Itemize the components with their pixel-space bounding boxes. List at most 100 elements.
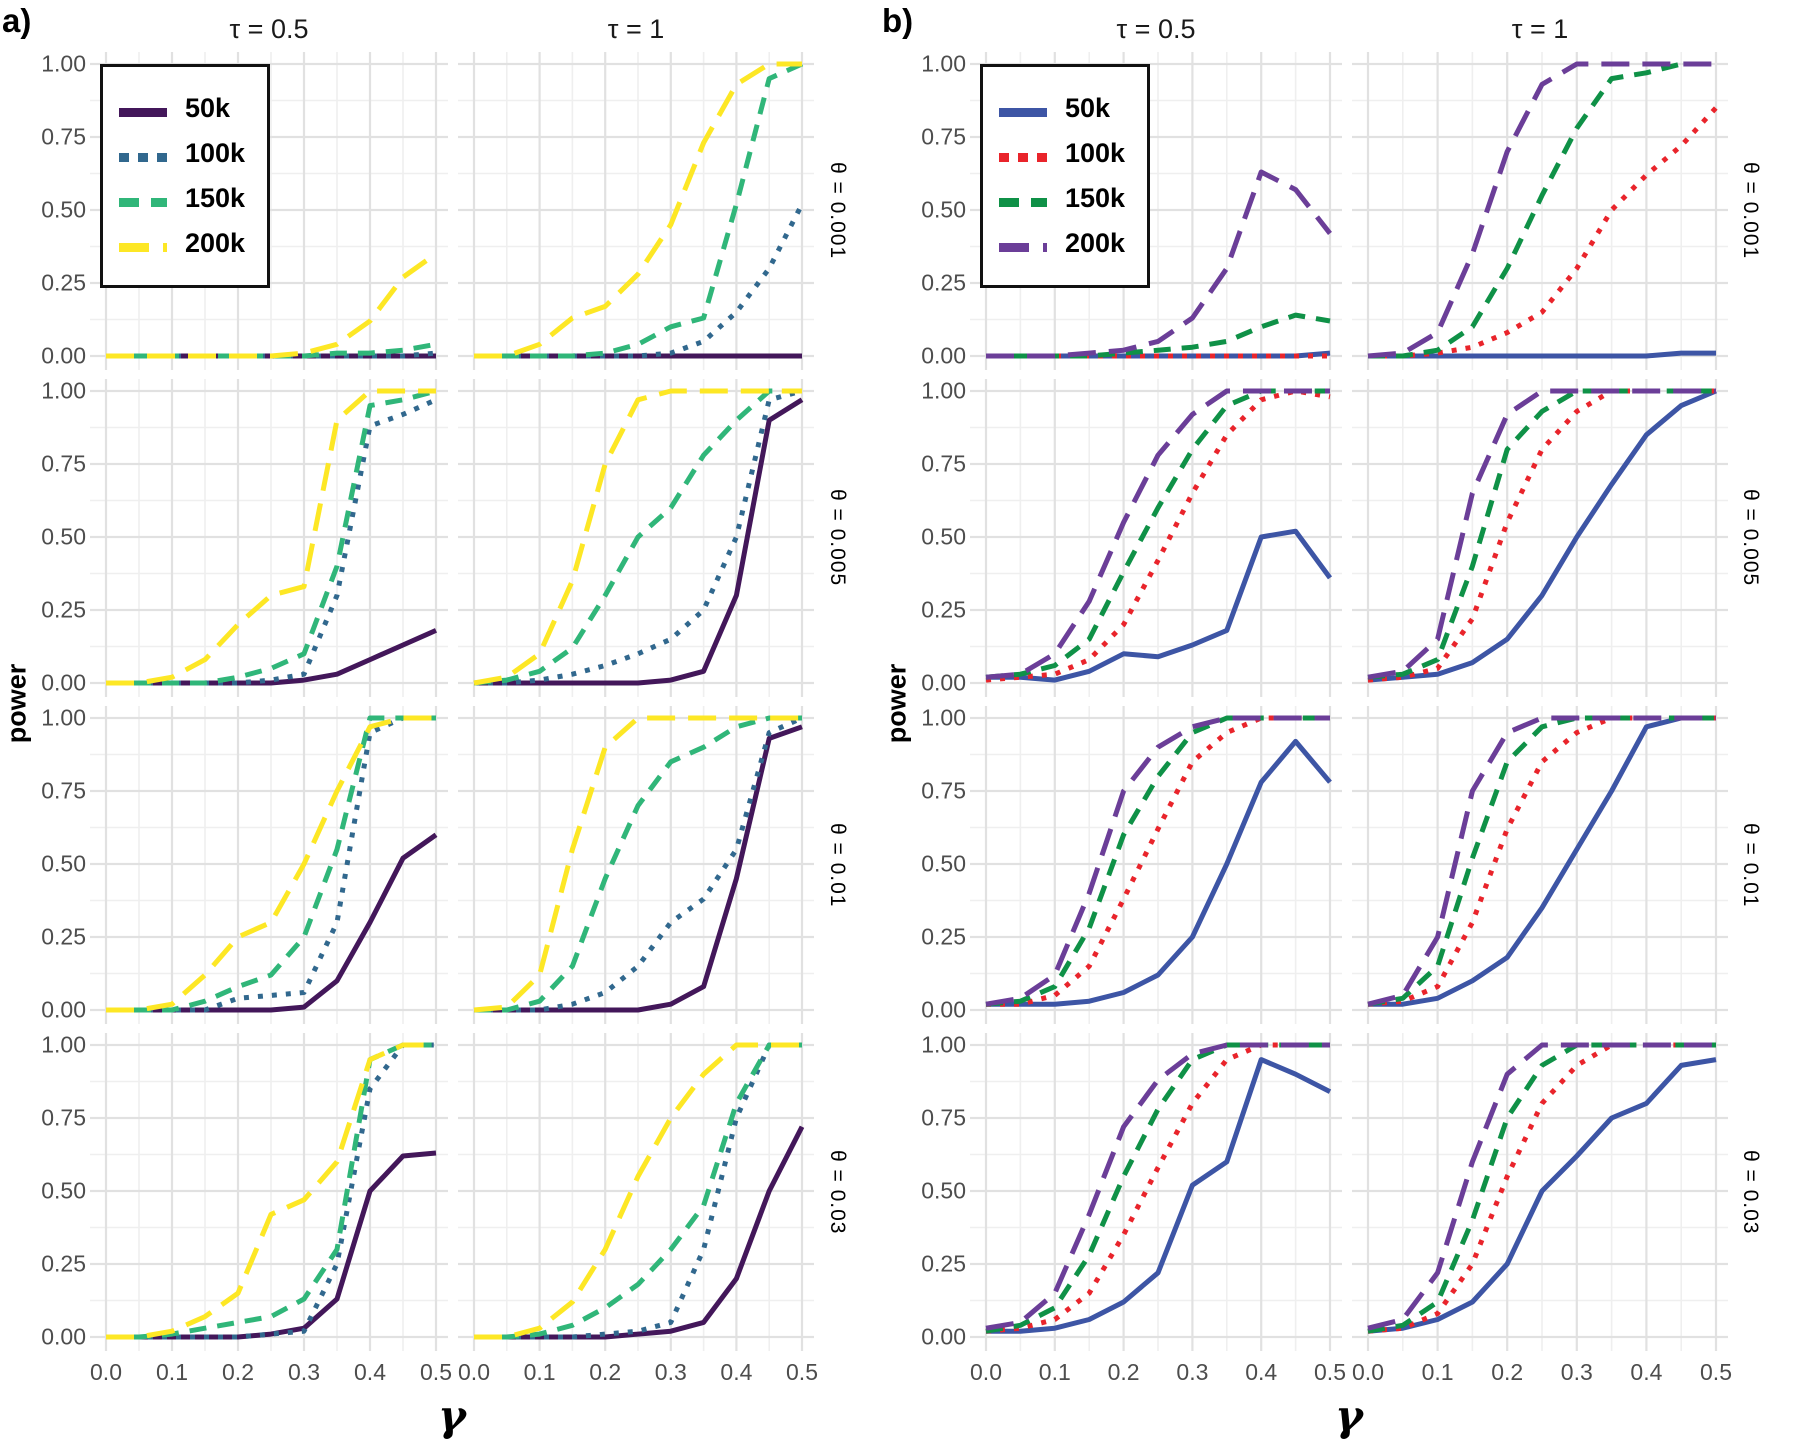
facet-row-title: θ = 0.01 [1739, 822, 1762, 908]
series-line-100k [1367, 388, 1716, 683]
y-tick-label: 0.75 [921, 777, 966, 804]
legend-item-150k: 150k [999, 183, 1125, 214]
panel-label-b: b) [882, 2, 914, 39]
legend-line-swatch [119, 198, 167, 207]
y-tick-label: 1.00 [41, 377, 86, 404]
y-tick-label: 0.25 [921, 596, 966, 623]
legend-line-100k [999, 149, 1047, 162]
y-tick-label: 0.50 [921, 850, 966, 877]
y-tick-label: 0.50 [41, 850, 86, 877]
series-line-50k [1367, 1057, 1717, 1334]
legend-item-50k: 50k [119, 93, 245, 124]
series-line-100k [1367, 1042, 1716, 1334]
y-tick-label: 0.25 [41, 596, 86, 623]
plot-b-r2c2 [1352, 379, 1728, 697]
y-tick-label: 0.50 [41, 196, 86, 223]
x-tick-label: 0.3 [654, 1359, 687, 1385]
legend-a: 50k 100k 150k 200k [100, 64, 271, 288]
y-tick-label: 0.75 [921, 450, 966, 477]
x-tick-label: 0.2 [1491, 1359, 1524, 1385]
y-tick-label: 0.75 [41, 1104, 86, 1131]
y-tick-label: 0.00 [921, 669, 966, 696]
x-tick-label: 0.4 [354, 1359, 386, 1385]
plot-a-r4c1 [90, 1033, 448, 1351]
y-tick-label: 0.00 [41, 1323, 86, 1350]
plot-b-r3c1 [970, 706, 1342, 1024]
y-tick-label: 0.00 [921, 1323, 966, 1350]
facet-row-strip: θ = 0.03 [814, 1033, 860, 1351]
series-line-150k [1368, 61, 1716, 359]
y-tick-label: 0.75 [921, 123, 966, 150]
x-tick-label: 0.1 [1038, 1359, 1071, 1385]
series-line-200k [106, 251, 438, 359]
y-tick-label: 1.00 [921, 50, 966, 77]
y-tick-label: 1.00 [41, 704, 86, 731]
panel-label-a: a) [2, 2, 32, 39]
x-tick-label: 0.5 [786, 1359, 818, 1385]
facet-col-title: τ = 0.5 [229, 14, 309, 44]
legend-line-200k [999, 239, 1047, 252]
x-tick-label: 0.2 [589, 1359, 622, 1385]
panel-b: b) τ = 0.5 τ = 1 power 0.00 0.25 0.50 0.75 1.00 θ… [880, 2, 1772, 1440]
y-tick-label: 1.00 [41, 50, 86, 77]
y-tick-label: 0.25 [921, 923, 966, 950]
series-line-50k [474, 1125, 805, 1340]
y-axis-ticks: 0.00 0.25 0.50 0.75 1.00 [908, 377, 966, 697]
plot-a-r2c2 [458, 379, 814, 697]
series-line-200k [1367, 1042, 1716, 1331]
facet-row-strip: θ = 0.005 [1728, 379, 1772, 697]
series-line-50k [1368, 715, 1716, 1007]
legend-line-swatch [119, 243, 167, 252]
legend-label: 150k [185, 183, 246, 213]
series-line-200k [473, 715, 802, 1013]
y-axis-ticks: 0.00 0.25 0.50 0.75 1.00 [908, 50, 966, 370]
legend-item-200k: 200k [999, 228, 1125, 259]
facet-row-title: θ = 0.005 [826, 489, 849, 587]
y-tick-label: 0.75 [41, 777, 86, 804]
facet-row-strip: θ = 0.01 [814, 706, 860, 1024]
y-tick-label: 0.00 [41, 342, 86, 369]
y-axis-ticks: 0.00 0.25 0.50 0.75 1.00 [28, 1031, 86, 1351]
x-tick-label: 0.4 [720, 1359, 753, 1385]
facet-row-strip: θ = 0.001 [1728, 52, 1772, 370]
x-tick-label: 0.1 [1421, 1359, 1454, 1385]
series-line-150k [985, 388, 1330, 680]
plot-a-r3c2 [458, 706, 814, 1024]
facet-col-title: τ = 1 [607, 14, 665, 44]
series-line-50k [986, 1057, 1332, 1334]
facet-row-title: θ = 0.03 [1739, 1149, 1762, 1235]
x-tick-label: 0.0 [970, 1359, 1002, 1385]
x-axis-title: γ [438, 1391, 466, 1440]
y-tick-label: 0.00 [921, 996, 966, 1023]
legend-line-swatch [119, 108, 167, 117]
series-line-150k [473, 388, 802, 686]
legend-line-200k [119, 239, 167, 252]
legend-item-50k: 50k [999, 93, 1125, 124]
legend-b: 50k 100k 150k 200k [980, 64, 1151, 288]
facet-row-title: θ = 0.03 [826, 1149, 849, 1235]
plot-a-r1c2 [458, 52, 814, 370]
x-tick-label: 0.4 [1245, 1359, 1278, 1385]
series-line-150k [1367, 388, 1716, 680]
x-tick-label: 0.2 [1107, 1359, 1140, 1385]
series-line-50k [106, 1150, 437, 1340]
facet-col-title: τ = 0.5 [1116, 14, 1196, 44]
series-line-50k [986, 528, 1333, 683]
series-line-50k [1367, 388, 1717, 683]
legend-line-swatch [999, 153, 1047, 162]
legend-label: 200k [185, 228, 246, 258]
legend-line-150k [999, 194, 1047, 207]
y-tick-label: 1.00 [41, 1031, 86, 1058]
series-line-200k [106, 1042, 436, 1340]
y-tick-label: 1.00 [921, 1031, 966, 1058]
y-tick-label: 0.75 [921, 1104, 966, 1131]
facet-col-title: τ = 1 [1511, 14, 1569, 44]
legend-line-50k [119, 104, 167, 117]
legend-label: 100k [185, 138, 246, 168]
y-tick-label: 0.50 [41, 1177, 86, 1204]
legend-item-100k: 100k [999, 138, 1125, 169]
y-tick-label: 1.00 [921, 377, 966, 404]
x-tick-label: 0.1 [156, 1359, 188, 1385]
series-line-200k [986, 169, 1332, 359]
x-tick-label: 0.0 [458, 1359, 490, 1385]
